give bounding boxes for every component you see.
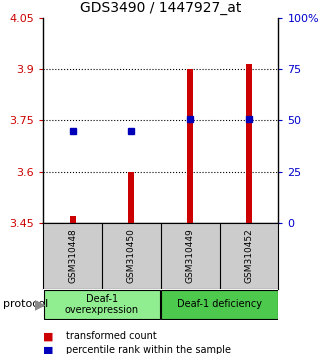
Text: protocol: protocol: [3, 299, 48, 309]
Bar: [246, 64, 252, 223]
Text: GSM310448: GSM310448: [68, 228, 77, 283]
Text: ■: ■: [43, 331, 54, 341]
Text: percentile rank within the sample: percentile rank within the sample: [66, 346, 231, 354]
Bar: [44, 290, 160, 319]
Text: ▶: ▶: [35, 297, 45, 312]
Text: ■: ■: [43, 346, 54, 354]
Text: Deaf-1
overexpression: Deaf-1 overexpression: [65, 293, 139, 315]
Text: GSM310450: GSM310450: [127, 228, 136, 283]
Text: Deaf-1 deficiency: Deaf-1 deficiency: [177, 299, 262, 309]
Title: GDS3490 / 1447927_at: GDS3490 / 1447927_at: [80, 1, 242, 15]
Text: transformed count: transformed count: [66, 331, 156, 341]
Text: GSM310452: GSM310452: [244, 228, 253, 283]
Text: GSM310449: GSM310449: [186, 228, 195, 283]
Bar: [128, 172, 134, 223]
Bar: [70, 216, 76, 223]
Bar: [161, 290, 278, 319]
Bar: [187, 69, 193, 223]
